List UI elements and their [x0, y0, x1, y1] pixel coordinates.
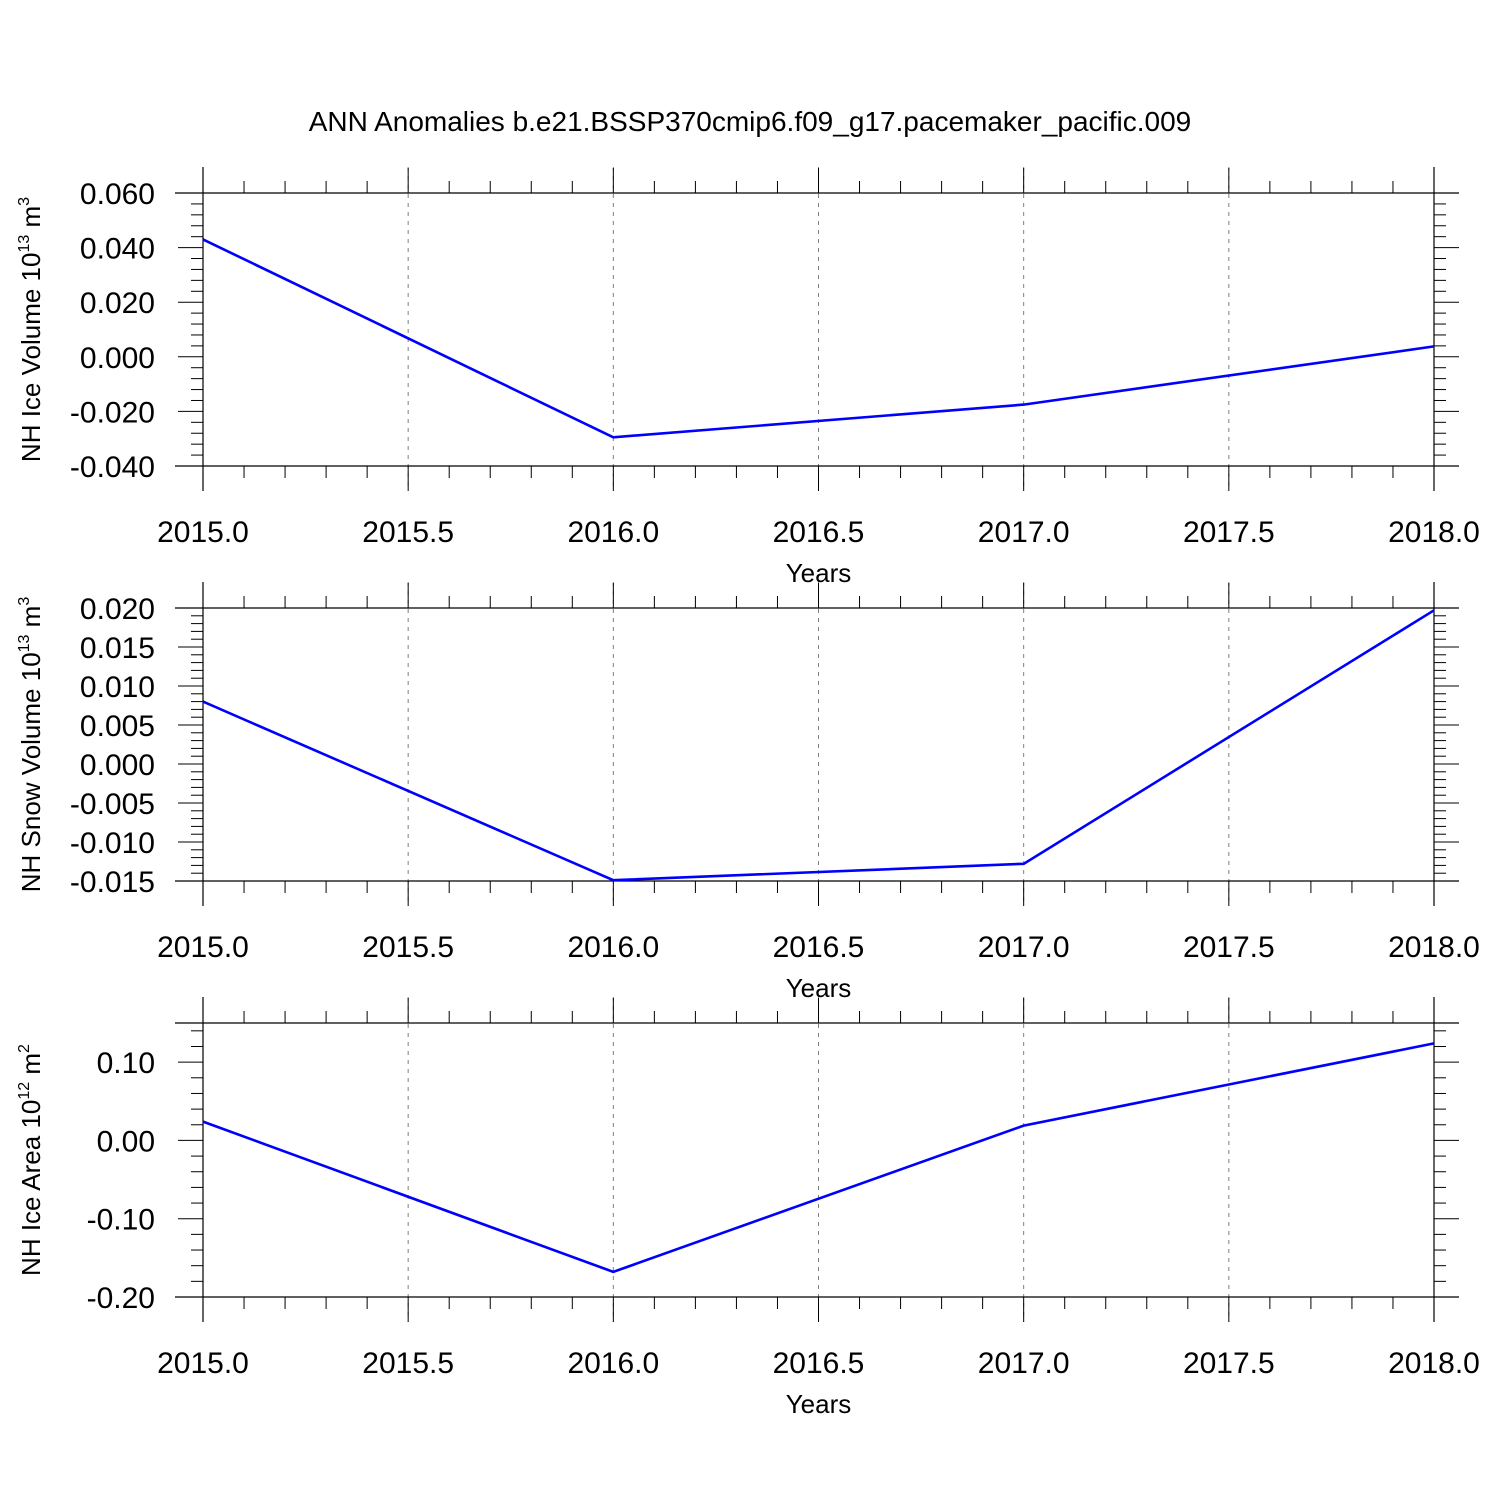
y-tick-label: 0.00: [97, 1125, 155, 1158]
x-tick-label: 2017.5: [1183, 931, 1275, 964]
y-axis-title-unit-exponent: 2: [16, 1044, 33, 1053]
y-axis-title-unit-exponent: 3: [16, 197, 33, 206]
x-tick-label: 2015.5: [362, 1347, 454, 1380]
y-axis-title: NH Ice Area 1012 m2: [16, 1044, 46, 1276]
x-tick-label: 2015.5: [362, 516, 454, 549]
x-tick-label: 2015.5: [362, 931, 454, 964]
y-axis-title-text: NH Ice Area 10: [16, 1100, 46, 1276]
x-tick-label: 2015.0: [157, 516, 249, 549]
y-axis-title-unit: m: [16, 1053, 46, 1082]
x-axis-title: Years: [786, 1389, 852, 1419]
x-tick-label: 2016.0: [567, 931, 659, 964]
y-tick-label: -0.010: [70, 827, 155, 860]
x-tick-label: 2017.0: [978, 516, 1070, 549]
y-axis-title-text: NH Ice Volume 10: [16, 253, 46, 463]
y-tick-label: 0.000: [80, 749, 155, 782]
y-tick-label: 0.020: [80, 593, 155, 626]
x-tick-label: 2018.0: [1388, 516, 1480, 549]
chart-panel-2: 0.020 0.015 0.010 0.005 0.000 -0.005 -0.010 -0.…: [16, 582, 1480, 1003]
y-axis-title-unit-exponent: 3: [16, 597, 33, 606]
y-tick-label: -0.040: [70, 451, 155, 484]
x-tick-label: 2017.0: [978, 1347, 1070, 1380]
y-axis-title-exponent: 12: [16, 1082, 33, 1100]
x-tick-label: 2018.0: [1388, 1347, 1480, 1380]
y-axis-title-text: NH Snow Volume 10: [16, 652, 46, 892]
y-axis-title-unit: m: [16, 606, 46, 635]
x-tick-label: 2018.0: [1388, 931, 1480, 964]
figure-title: ANN Anomalies b.e21.BSSP370cmip6.f09_g17…: [309, 106, 1192, 137]
y-tick-label: 0.020: [80, 287, 155, 320]
x-tick-label: 2016.0: [567, 516, 659, 549]
x-tick-label: 2016.5: [773, 1347, 865, 1380]
y-tick-label: 0.000: [80, 342, 155, 375]
x-tick-label: 2016.0: [567, 1347, 659, 1380]
y-axis-title: NH Snow Volume 1013 m3: [16, 597, 46, 893]
y-tick-label: -0.005: [70, 788, 155, 821]
x-tick-label: 2017.5: [1183, 1347, 1275, 1380]
y-axis-title: NH Ice Volume 1013 m3: [16, 197, 46, 462]
y-tick-label: -0.015: [70, 866, 155, 899]
series-line: [202, 1042, 1435, 1274]
y-tick-label: 0.10: [97, 1047, 155, 1080]
series-line: [202, 238, 1435, 439]
y-tick-label: -0.020: [70, 396, 155, 429]
y-tick-label: -0.10: [87, 1204, 155, 1237]
series-line: [202, 609, 1435, 882]
x-tick-label: 2016.5: [773, 931, 865, 964]
x-tick-label: 2015.0: [157, 931, 249, 964]
y-tick-label: -0.20: [87, 1282, 155, 1315]
y-tick-label: 0.015: [80, 632, 155, 665]
x-tick-label: 2017.0: [978, 931, 1070, 964]
x-tick-label: 2015.0: [157, 1347, 249, 1380]
y-tick-label: 0.040: [80, 233, 155, 266]
y-tick-label: 0.010: [80, 671, 155, 704]
y-axis-title-unit: m: [16, 206, 46, 235]
y-tick-label: 0.005: [80, 710, 155, 743]
y-axis-title-exponent: 13: [16, 235, 33, 253]
x-tick-label: 2016.5: [773, 516, 865, 549]
y-axis-title-exponent: 13: [16, 634, 33, 652]
y-tick-label: 0.060: [80, 178, 155, 211]
x-tick-label: 2017.5: [1183, 516, 1275, 549]
